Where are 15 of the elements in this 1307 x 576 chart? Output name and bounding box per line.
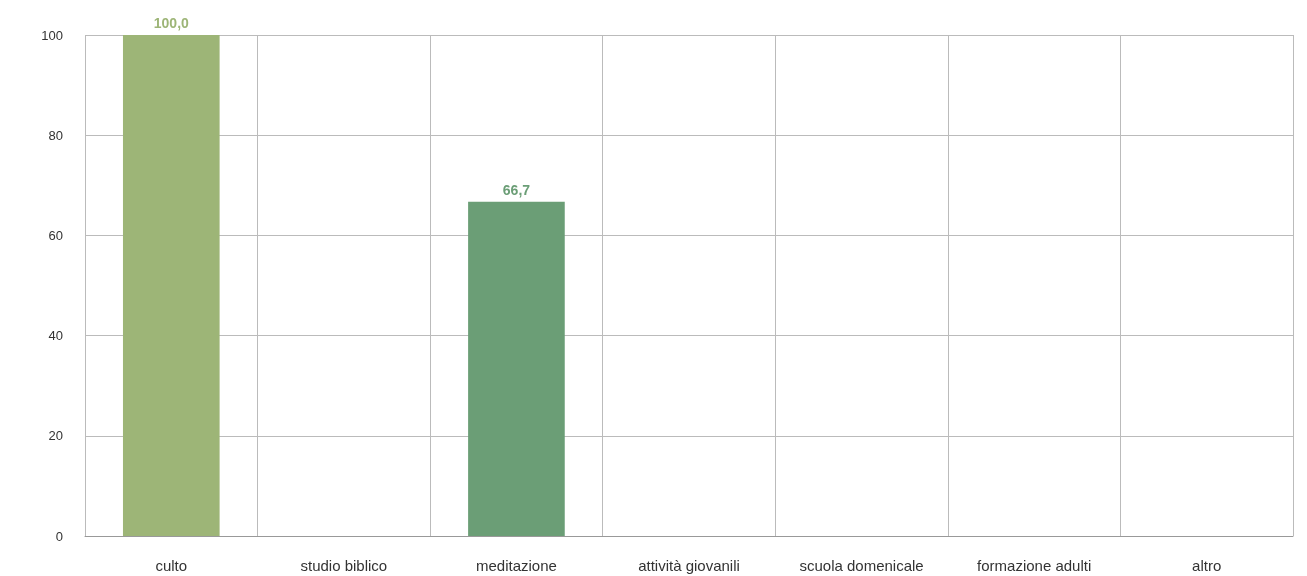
y-tick-label: 0	[55, 528, 63, 544]
x-tick-label: studio biblico	[300, 557, 388, 574]
y-tick-label: 80	[48, 127, 63, 143]
x-tick-label: culto	[155, 557, 188, 574]
y-tick-label: 100	[41, 27, 63, 43]
data-label: 100,0	[153, 15, 190, 31]
y-tick-label: 60	[48, 227, 63, 243]
y-tick-label: 20	[48, 428, 63, 444]
x-tick-label: altro	[1192, 557, 1222, 574]
x-tick-label: meditazione	[475, 557, 557, 574]
x-tick-label: attività giovanili	[638, 557, 740, 574]
y-tick-label: 40	[48, 328, 63, 344]
data-label: 66,7	[502, 181, 531, 198]
x-tick-label: scuola domenicale	[799, 557, 924, 574]
x-tick-label: formazione adulti	[977, 557, 1092, 574]
